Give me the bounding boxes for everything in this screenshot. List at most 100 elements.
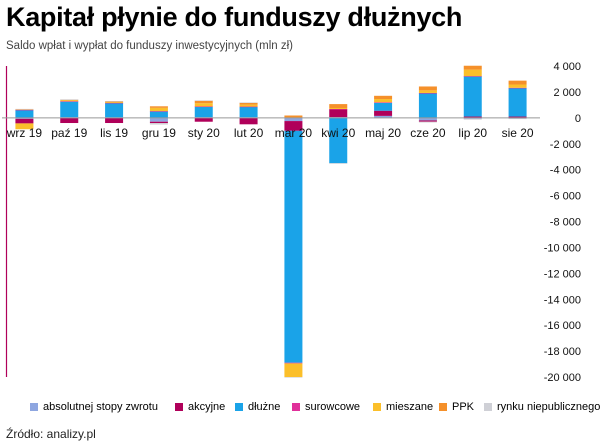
bar-segment-6-0: [284, 117, 303, 122]
bar-segment-7-1: [329, 109, 348, 118]
x-tick-label: gru 19: [142, 126, 176, 140]
bar-segment-10-3: [463, 76, 482, 77]
bar-segment-11-4: [508, 84, 527, 88]
legend-label: akcyjne: [188, 401, 226, 413]
bar-segment-2-6: [105, 100, 124, 102]
bar-segment-4-2: [194, 106, 213, 118]
bar-segment-8-0: [374, 115, 393, 118]
bar-segment-9-3: [418, 92, 437, 94]
bar-segment-9-5: [418, 86, 437, 91]
x-tick-label: cze 20: [410, 126, 446, 140]
x-tick-label: mar 20: [275, 126, 313, 140]
bar-segment-7-4: [329, 107, 348, 110]
legend-label: absolutnej stopy zwrotu: [43, 401, 158, 413]
bar-segment-6-2: [284, 130, 303, 363]
bar-segment-11-5: [508, 80, 527, 85]
stacked-bar-chart: wrz 19 paź 19 lis 19 gru 19 sty 20 lut 20 mar …: [2, 61, 581, 384]
bar-segment-8-5: [374, 95, 393, 100]
x-tick-label: sty 20: [188, 126, 220, 140]
bar-segment-2-4: [105, 102, 124, 104]
x-tick-label: sie 20: [502, 126, 534, 140]
legend-label: dłużne: [248, 401, 281, 413]
legend-item: absolutnej stopy zwrotu: [30, 401, 158, 413]
bar-segment-1-4: [60, 100, 79, 102]
bar-segment-1-5: [60, 99, 79, 101]
bar-segment-3-1: [149, 121, 168, 124]
bar-segment-10-2: [463, 76, 482, 117]
legend-item: dłużne: [235, 401, 280, 413]
x-tick-label: wrz 19: [6, 126, 43, 140]
bar-segment-9-1: [418, 120, 437, 122]
bar-segment-0-1: [15, 118, 34, 124]
chart-subtitle: Saldo wpłat i wypłat do funduszy inwesty…: [6, 40, 293, 52]
bars-group: [15, 65, 527, 378]
y-tick-label: -6 000: [550, 191, 581, 203]
legend-swatch: [175, 403, 183, 411]
bar-segment-8-3: [374, 102, 393, 103]
x-tick-label: paź 19: [51, 126, 87, 140]
bar-segment-4-4: [194, 103, 213, 107]
legend-swatch: [373, 403, 381, 411]
y-axis-labels: 4 000 2 000 0 -2 000 -4 000 -6 000 -8 000 -10 0…: [544, 61, 581, 384]
bar-segment-6-4: [284, 363, 303, 377]
bar-segment-5-6: [239, 102, 258, 104]
bar-segment-2-1: [105, 117, 124, 124]
legend-label: mieszane: [386, 401, 434, 413]
y-tick-label: -8 000: [550, 217, 581, 229]
x-tick-label: lip 20: [458, 126, 487, 140]
bar-segment-10-1: [463, 116, 482, 118]
legend-item: rynku niepublicznego: [484, 401, 600, 413]
bar-segment-3-0: [149, 117, 168, 122]
bar-segment-2-3: [105, 102, 124, 104]
bar-segment-0-0: [15, 117, 34, 119]
x-tick-label: lut 20: [234, 126, 264, 140]
bar-segment-5-2: [239, 106, 258, 118]
x-axis-labels: wrz 19 paź 19 lis 19 gru 19 sty 20 lut 20 mar …: [6, 126, 534, 140]
bar-segment-7-3: [329, 109, 348, 110]
x-tick-label: lis 19: [100, 126, 128, 140]
bar-segment-4-6: [194, 100, 213, 101]
bar-segment-8-2: [374, 102, 393, 111]
bar-segment-6-1: [284, 121, 303, 131]
bar-segment-1-2: [60, 101, 79, 118]
legend-label: PPK: [452, 401, 475, 413]
bar-segment-5-5: [239, 102, 258, 105]
bar-segment-3-6: [149, 123, 168, 125]
y-tick-label: -16 000: [544, 320, 581, 332]
bar-segment-7-5: [329, 104, 348, 108]
bar-segment-10-6: [463, 118, 482, 120]
bar-segment-3-5: [149, 106, 168, 108]
bar-segment-5-1: [239, 117, 258, 125]
bar-segment-11-3: [508, 87, 527, 89]
bar-segment-0-2: [15, 110, 34, 118]
bar-segment-2-5: [105, 101, 124, 103]
y-tick-label: 2 000: [553, 87, 581, 99]
bar-segment-0-6: [15, 108, 34, 110]
bar-segment-9-4: [418, 90, 437, 93]
bar-segment-6-5: [284, 115, 303, 118]
y-tick-label: 4 000: [553, 61, 581, 73]
y-tick-label: -12 000: [544, 268, 581, 280]
x-tick-label: maj 20: [365, 126, 401, 140]
bar-segment-0-5: [15, 109, 34, 110]
legend-label: rynku niepublicznego: [497, 401, 601, 413]
chart-title: Kapitał płynie do funduszy dłużnych: [6, 2, 463, 32]
bar-segment-4-1: [194, 117, 213, 122]
bar-segment-8-1: [374, 110, 393, 116]
y-tick-label: 0: [575, 113, 581, 125]
legend-swatch: [30, 403, 38, 411]
bar-segment-0-4: [15, 123, 34, 130]
bar-segment-3-2: [149, 111, 168, 118]
bar-segment-11-1: [508, 116, 527, 118]
bar-segment-9-6: [418, 121, 437, 123]
legend-swatch: [292, 403, 300, 411]
bar-segment-7-6: [329, 163, 348, 164]
chart-legend: absolutnej stopy zwrotu akcyjne dłużne suro…: [0, 401, 607, 417]
legend-label: surowcowe: [305, 401, 361, 413]
bar-segment-5-3: [239, 106, 258, 108]
bar-segment-4-3: [194, 106, 213, 108]
bar-segment-3-3: [149, 111, 168, 112]
y-tick-label: -2 000: [550, 139, 581, 151]
bar-segment-9-2: [418, 93, 437, 118]
bar-segment-1-3: [60, 101, 79, 102]
